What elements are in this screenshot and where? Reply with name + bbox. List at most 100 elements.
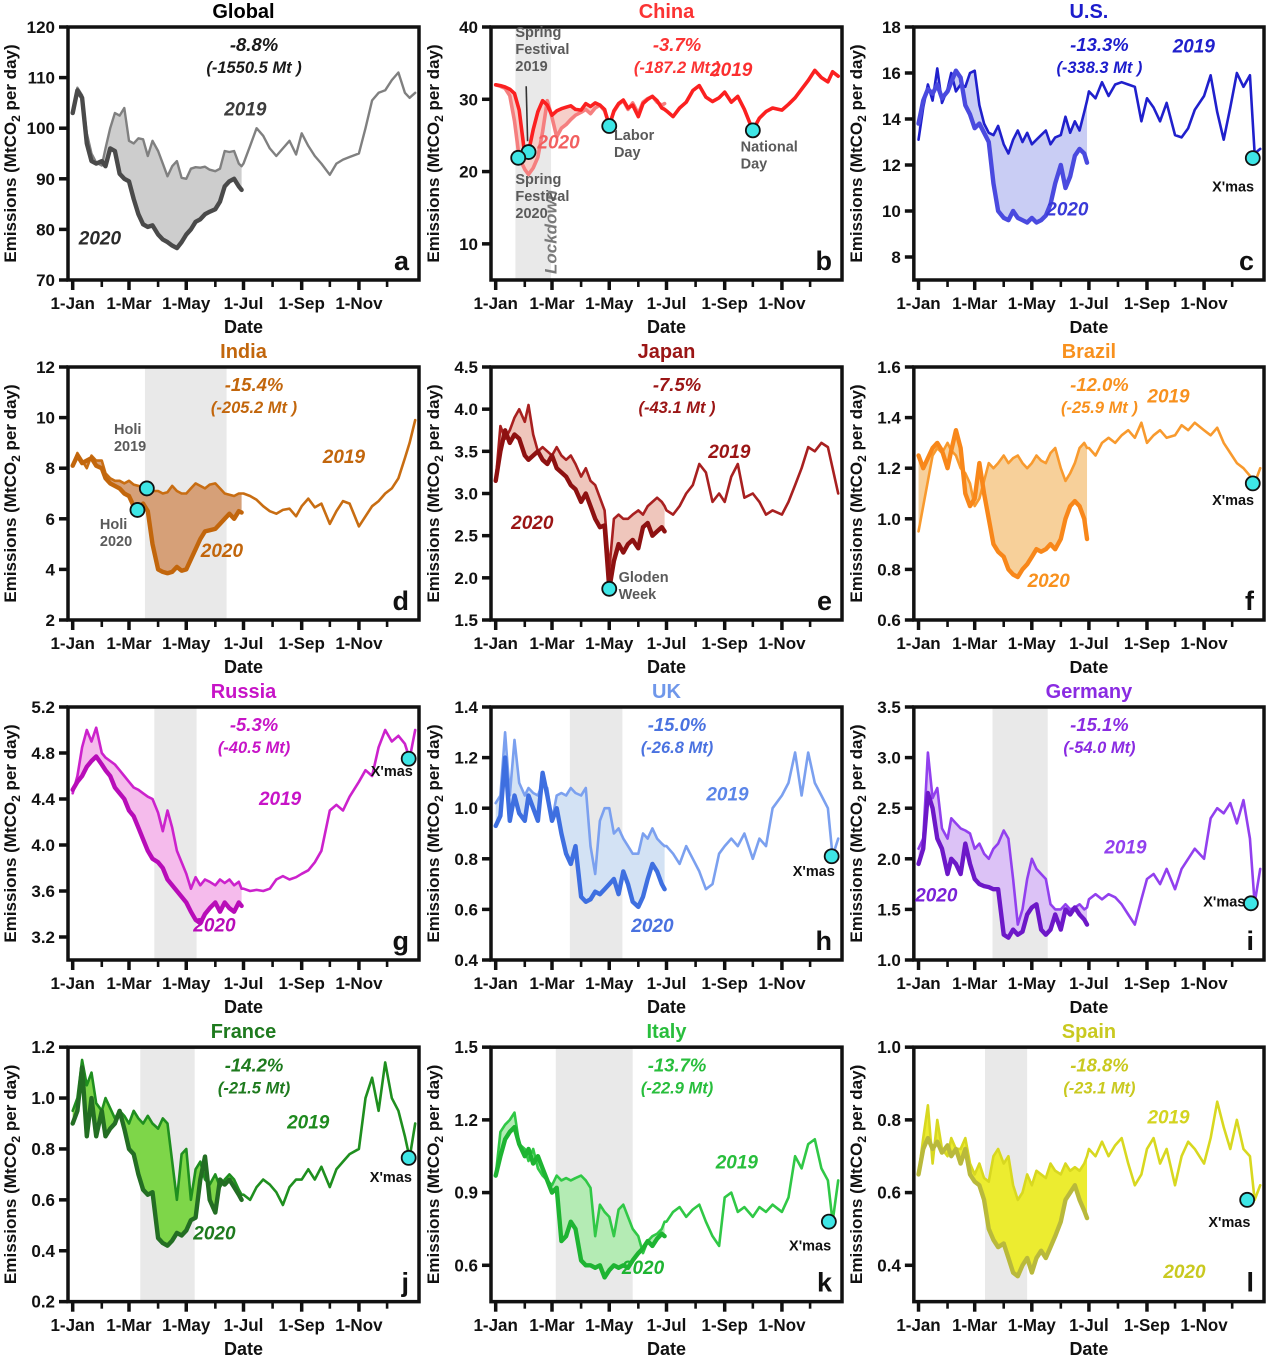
y-tick-label: 0.2 [31, 1293, 55, 1312]
event-dot [129, 502, 146, 518]
x-tick-label: 1-Jul [224, 294, 264, 313]
panel-letter: a [394, 246, 410, 276]
panel-letter: k [817, 1267, 833, 1298]
series-2019 [494, 403, 840, 571]
panel-japan: 1-Jan 1-Mar 1-May 1-Jul 1-Sep 1-Nov 1.5 2.0 2.5 3… [423, 340, 846, 680]
x-tick-label: 1-Nov [335, 294, 383, 313]
pct-change-annotation: -12.0% [1070, 374, 1128, 395]
year-label-2019: 2019 [1103, 838, 1147, 859]
year-label-2019: 2019 [286, 1113, 330, 1134]
diff-fill-2019-2020 [495, 1112, 665, 1278]
y-axis-title-main: Emissions (MtCO [847, 122, 866, 263]
y-tick-label: 1.0 [877, 951, 901, 970]
x-tick-label: 1-Jan [896, 634, 940, 653]
pct-change-annotation: -5.3% [230, 714, 278, 735]
y-tick-label: 3.0 [877, 749, 901, 768]
y-axis-title-rest: per day) [847, 384, 866, 455]
x-tick-label: 1-Jul [1069, 974, 1109, 993]
year-label-2019: 2019 [705, 785, 749, 806]
x-tick-label: 1-Jan [896, 1316, 940, 1335]
panel-title: China [639, 1, 695, 23]
x-tick-label: 1-Mar [952, 634, 998, 653]
x-tick-label: 1-Jul [224, 1316, 264, 1335]
x-tick-label: 1-Jan [473, 1316, 517, 1335]
y-tick-label: 1.4 [877, 409, 901, 428]
x-tick-label: 1-May [1008, 1316, 1057, 1335]
x-tick-label: 1-Mar [529, 634, 575, 653]
x-tick-label: 1-Mar [952, 974, 998, 993]
y-axis-title-subscript: 2 [855, 115, 869, 122]
series-2020 [70, 88, 244, 251]
x-tick-label: 1-Mar [106, 634, 152, 653]
y-tick-label: 120 [27, 18, 55, 37]
y-tick-label: 0.6 [31, 1191, 55, 1210]
y-axis-title-rest: per day) [847, 1065, 866, 1136]
x-tick-label: 1-May [162, 1316, 211, 1335]
event-label: Day [614, 145, 641, 161]
y-tick-label: 20 [459, 163, 478, 182]
y-tick-label: 12 [882, 156, 901, 175]
y-axis-title-rest: per day) [847, 724, 866, 795]
panel-title: Italy [646, 1021, 687, 1043]
x-tick-label: 1-Jan [50, 294, 94, 313]
year-label-2020: 2020 [1162, 1262, 1206, 1283]
diff-fill-2019-2020 [72, 453, 242, 574]
y-axis-title-subscript: 2 [432, 115, 446, 122]
x-tick-label: 1-Nov [335, 634, 383, 653]
x-tick-label: 1-Nov [335, 974, 383, 993]
y-tick-label: 2.5 [454, 527, 478, 546]
x-tick-label: 1-Jan [473, 974, 517, 993]
event-label: X'mas [1212, 179, 1254, 195]
panel-chart: 1-Jan 1-Mar 1-May 1-Jul 1-Sep 1-Nov 10 20 30 40 Ch… [424, 1, 844, 337]
plot-area [493, 403, 840, 592]
year-label-2020: 2020 [914, 885, 958, 906]
event-leader-line [525, 86, 529, 142]
year-label-2019: 2019 [707, 442, 751, 463]
diff-fill-2019-2020 [72, 727, 242, 924]
x-tick-label: 1-Mar [952, 294, 998, 313]
y-tick-label: 8 [46, 459, 55, 478]
y-tick-label: 90 [36, 170, 55, 189]
series-2020 [493, 755, 667, 910]
event-label: X'mas [371, 764, 413, 780]
x-tick-label: 1-Nov [1181, 294, 1229, 313]
x-tick-label: 1-Nov [1181, 1316, 1229, 1335]
y-tick-label: 3.5 [454, 442, 478, 461]
plot-area [916, 1047, 1262, 1302]
panel-letter: j [400, 1267, 409, 1298]
plot-area [493, 707, 840, 960]
panel-germany: 1-Jan 1-Mar 1-May 1-Jul 1-Sep 1-Nov 1.0 1.5 2.0 2… [846, 680, 1268, 1020]
y-tick-label: 12 [36, 358, 55, 377]
x-tick-label: 1-Jul [224, 974, 264, 993]
mt-change-annotation: (-54.0 Mt) [1063, 739, 1135, 757]
year-label-2020: 2020 [510, 513, 554, 534]
x-tick-label: 1-Jul [224, 634, 264, 653]
year-label-2020: 2020 [192, 1223, 236, 1244]
x-tick-label: 1-Mar [106, 1316, 152, 1335]
y-axis-title: Emissions (MtCO2 per day) [847, 1065, 869, 1284]
panel-chart: 1-Jan 1-Mar 1-May 1-Jul 1-Sep 1-Nov 0.2 0.4 0.6 0… [1, 1021, 421, 1359]
y-tick-label: 1.2 [877, 459, 901, 478]
diff-fill-2019-2020 [72, 87, 242, 249]
panel-letter: h [816, 926, 833, 956]
y-tick-label: 0.6 [877, 1184, 901, 1203]
mt-change-annotation: (-1550.5 Mt ) [206, 59, 302, 77]
x-tick-label: 1-Nov [758, 634, 806, 653]
x-axis-title: Date [224, 1339, 263, 1359]
x-tick-label: 1-Mar [952, 1316, 998, 1335]
event-label: Day [741, 156, 768, 172]
y-tick-label: 0.8 [31, 1140, 55, 1159]
panel-chart: 1-Jan 1-Mar 1-May 1-Jul 1-Sep 1-Nov 2 4 6 8 10 12 In… [1, 341, 421, 677]
y-axis-title-subscript: 2 [9, 1136, 23, 1143]
mt-change-annotation: (-205.2 Mt ) [211, 399, 298, 417]
y-axis-title-rest: per day) [1, 384, 20, 455]
y-tick-label: 4.0 [31, 836, 55, 855]
x-tick-label: 1-Jul [1069, 1316, 1109, 1335]
y-axis-title: Emissions (MtCO2 per day) [1, 724, 23, 942]
event-label: 2019 [515, 59, 547, 75]
x-tick-label: 1-May [1008, 974, 1057, 993]
x-tick-label: 1-Jan [50, 1316, 94, 1335]
series-2020 [70, 1065, 244, 1248]
panel-title: Brazil [1062, 341, 1116, 363]
y-axis-title-main: Emissions (MtCO [847, 802, 866, 943]
